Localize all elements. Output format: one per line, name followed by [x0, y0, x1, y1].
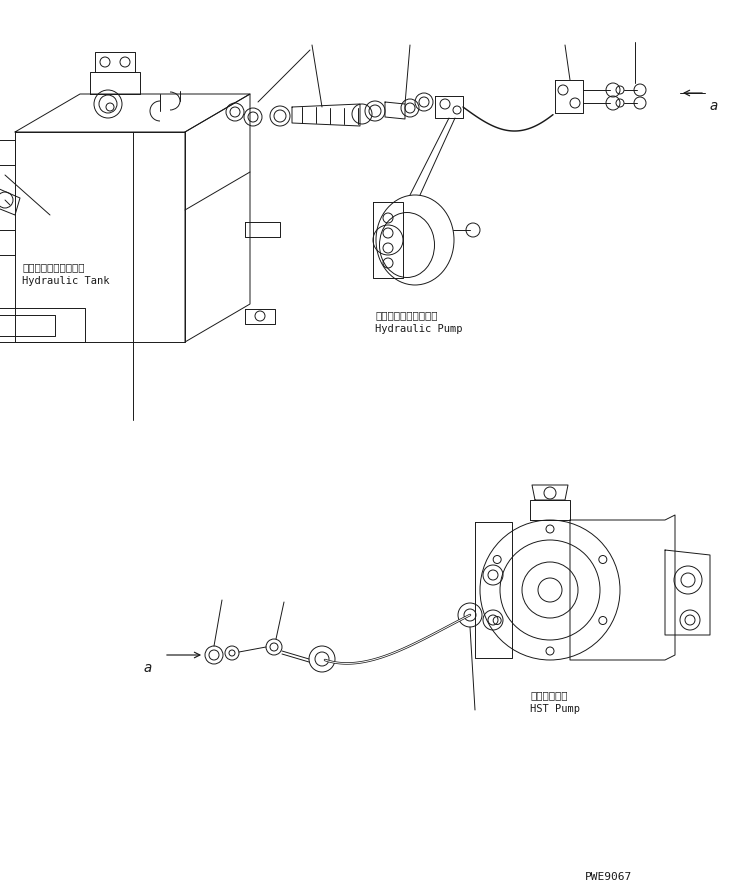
- Text: Hydraulic Tank: Hydraulic Tank: [22, 276, 110, 286]
- Text: a: a: [710, 99, 719, 113]
- Text: a: a: [144, 661, 152, 675]
- Text: HST Pump: HST Pump: [530, 704, 580, 714]
- Text: Hydraulic Pump: Hydraulic Pump: [375, 324, 462, 334]
- Text: ハイドロリックタンク: ハイドロリックタンク: [22, 262, 84, 272]
- Text: ＨＳＴポンプ: ＨＳＴポンプ: [530, 690, 568, 700]
- Text: PWE9067: PWE9067: [585, 872, 632, 882]
- Text: ハイドロリックポンプ: ハイドロリックポンプ: [375, 310, 437, 320]
